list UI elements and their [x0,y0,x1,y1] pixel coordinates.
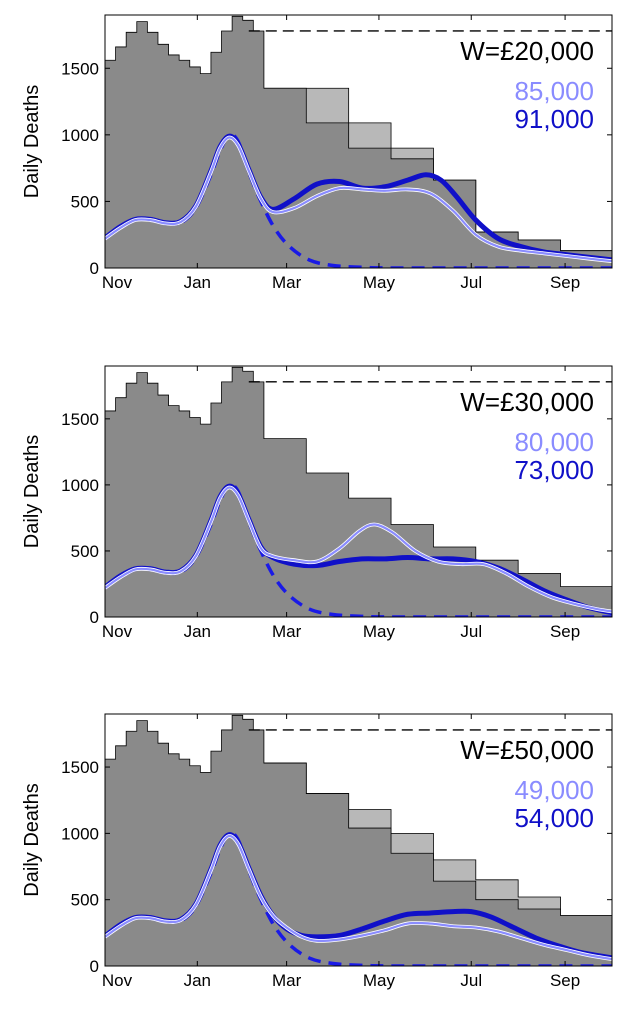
x-tick-label: Mar [272,273,302,292]
x-tick-label: Jul [460,273,482,292]
y-axis-label: Daily Deaths [21,435,43,548]
annotation-dark-value: 54,000 [514,803,594,833]
axes-frame [104,14,613,269]
axes-frame [104,713,613,967]
x-tick-label: Nov [102,622,133,641]
y-tick-label: 0 [90,259,99,278]
y-tick-label: 0 [90,608,99,627]
plot-area [105,714,612,966]
annotation-w-label: W=£50,000 [460,735,594,765]
x-tick-label: May [363,971,396,990]
y-tick-label: 500 [71,192,99,211]
x-tick-label: Sep [550,971,580,990]
x-tick-label: Jan [184,273,211,292]
x-tick-label: Sep [550,273,580,292]
x-tick-label: Jan [184,622,211,641]
chart-panel-2: 0 500 1000 1500 Nov Jan Mar May Jul Sep Daily Deat… [21,365,613,641]
y-tick-label: 1500 [61,410,99,429]
chart-panel-1: 0 500 1000 1500 Nov Jan Mar May Jul Sep Daily Deat… [21,14,613,292]
stringency-area [105,15,612,268]
series-light-line [105,486,612,613]
x-tick-label: Nov [102,971,133,990]
axes-frame [104,365,613,618]
x-tick-label: Jan [184,971,211,990]
chart-panel-3: 0 500 1000 1500 Nov Jan Mar May Jul Sep Daily Deat… [21,713,613,990]
y-tick-label: 1000 [61,824,99,843]
y-tick-label: 500 [71,542,99,561]
series-light-line [105,834,612,961]
x-tick-label: Mar [272,622,302,641]
annotation-w-label: W=£30,000 [460,387,594,417]
stringency-area [105,366,612,617]
x-tick-label: May [363,273,396,292]
annotation-w-label: W=£20,000 [460,36,594,66]
annotation-light-value: 49,000 [514,775,594,805]
annotation-dark-value: 73,000 [514,455,594,485]
annotation-light-value: 80,000 [514,427,594,457]
annotation-dark-value: 91,000 [514,104,594,134]
y-axis-label: Daily Deaths [21,783,43,896]
x-tick-label: Nov [102,273,133,292]
y-axis-label: Daily Deaths [21,85,43,198]
plot-area [105,15,612,268]
x-tick-label: Jul [460,971,482,990]
y-tick-label: 1000 [61,476,99,495]
annotation-light-value: 85,000 [514,76,594,106]
plot-area [105,366,612,617]
x-tick-label: Jul [460,622,482,641]
series-light-line [105,136,612,263]
x-tick-label: Mar [272,971,302,990]
y-tick-label: 1000 [61,126,99,145]
y-tick-label: 1500 [61,758,99,777]
y-tick-label: 0 [90,957,99,976]
y-tick-label: 1500 [61,59,99,78]
y-tick-label: 500 [71,891,99,910]
x-tick-label: May [363,622,396,641]
x-tick-label: Sep [550,622,580,641]
stringency-area [105,714,612,966]
